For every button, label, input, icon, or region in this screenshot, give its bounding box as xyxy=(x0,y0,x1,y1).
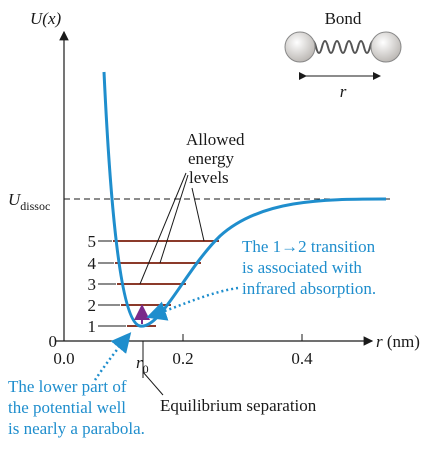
bond-label: Bond xyxy=(325,9,362,28)
spring xyxy=(309,40,383,54)
x-tick-label: 0.2 xyxy=(172,349,193,368)
r0-subscript: 0 xyxy=(143,362,149,376)
allowed-label: levels xyxy=(189,168,229,187)
level-label: 1 xyxy=(88,317,97,336)
equilibrium-label: Equilibrium separation xyxy=(160,396,317,415)
r0-symbol: r xyxy=(136,353,143,372)
dissociation-label: Udissoc xyxy=(8,190,50,213)
parabola-note: is nearly a parabola. xyxy=(8,419,145,438)
x-tick-label: 0.0 xyxy=(53,349,74,368)
allowed-label: Allowed xyxy=(186,130,245,149)
level-ticks xyxy=(98,240,126,327)
r0-label: r0 xyxy=(136,353,149,376)
allowed-leaders xyxy=(139,172,205,285)
allowed-label: energy xyxy=(188,149,234,168)
level-label: 2 xyxy=(88,296,97,315)
distance-label: r xyxy=(340,82,347,101)
x-symbol: r xyxy=(376,332,383,351)
transition-note: is associated with xyxy=(242,258,362,277)
transition-note: infrared absorption. xyxy=(242,279,376,298)
parabola-note: the potential well xyxy=(8,398,126,417)
level-label: 0 xyxy=(49,332,58,351)
transition-note: The 1→2 transition xyxy=(242,237,376,256)
x-unit: (nm) xyxy=(387,332,420,351)
level-label: 4 xyxy=(88,254,97,273)
parabola-pointer xyxy=(93,332,132,381)
x-tick-label: 0.4 xyxy=(291,349,313,368)
y-axis-label: U(x) xyxy=(30,9,61,28)
transition-pointer xyxy=(146,286,239,321)
x-axis-label: r (nm) xyxy=(376,332,420,351)
level-label: 5 xyxy=(88,232,97,251)
level-label: 3 xyxy=(88,275,97,294)
atom xyxy=(284,31,316,63)
atom xyxy=(370,31,402,63)
dissociation-symbol: U xyxy=(8,190,22,209)
equilibrium-leader xyxy=(142,371,164,396)
dissociation-subscript: dissoc xyxy=(20,199,50,213)
parabola-note: The lower part of xyxy=(8,377,127,396)
